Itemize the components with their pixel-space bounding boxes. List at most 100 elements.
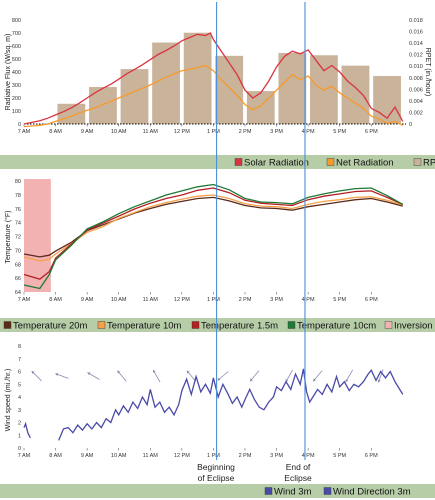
y-tick-label: 800 bbox=[12, 18, 21, 24]
legend-swatch bbox=[191, 321, 200, 329]
x-tick-label: 11 AM bbox=[143, 297, 159, 303]
eclipse-begin-label-line2: of Eclipse bbox=[198, 473, 235, 483]
legend-item: Temperature 20m bbox=[3, 321, 88, 332]
arrow-head bbox=[345, 379, 349, 383]
x-tick-label: 1 PM bbox=[207, 453, 220, 459]
wind-direction-arrow bbox=[345, 369, 354, 383]
rpet-bars bbox=[57, 32, 401, 125]
legend-label: Temperature 20m bbox=[13, 321, 88, 332]
wind-direction-arrow bbox=[31, 370, 42, 382]
y-tick-label: 3 bbox=[18, 408, 21, 414]
legend-item: Temperature 10m bbox=[97, 321, 182, 332]
wind-direction-arrow bbox=[249, 370, 260, 382]
rpet-bar bbox=[120, 69, 149, 124]
arrow-head bbox=[55, 373, 59, 376]
legend-swatch bbox=[97, 321, 106, 329]
y-tick-label: 0.014 bbox=[409, 41, 423, 47]
y-tick-label: 72 bbox=[15, 235, 21, 241]
temperature-x-ticks: 7 AM 8 AM 9 AM 10 AM 11 AM 12 PM 1 PM 2 PM 3 PM 4… bbox=[18, 292, 378, 303]
x-tick-label: 2 PM bbox=[239, 129, 252, 135]
legend-label: Net Radiation bbox=[336, 158, 394, 169]
wind-y-axis-label: Wind speed (mi./hr.) bbox=[5, 369, 12, 432]
arrow-head bbox=[217, 377, 221, 381]
x-tick-label: 7 AM bbox=[18, 453, 31, 459]
legend-swatch bbox=[3, 321, 12, 329]
series-line-temperature-10m bbox=[23, 194, 403, 262]
x-tick-label: 4 PM bbox=[302, 129, 315, 135]
y-tick-label: 400 bbox=[12, 70, 21, 76]
y-tick-label: 0.018 bbox=[409, 18, 423, 24]
legend-item: Temperature 1.5m bbox=[191, 321, 278, 332]
y-tick-label: 0.016 bbox=[409, 30, 423, 36]
series-line-temperature-20m bbox=[23, 196, 403, 258]
y-tick-label: 0 bbox=[18, 122, 21, 128]
radiation-legend: Solar Radiation Net Radiation RPET bbox=[0, 155, 435, 169]
x-tick-label: 7 AM bbox=[18, 129, 31, 135]
wind-series-lines bbox=[23, 368, 404, 441]
x-tick-label: 8 AM bbox=[49, 297, 62, 303]
radiation-series-lines bbox=[23, 32, 404, 128]
x-tick-label: 5 PM bbox=[333, 297, 346, 303]
y-tick-label: 200 bbox=[12, 96, 21, 102]
wind-direction-arrow bbox=[377, 369, 384, 383]
legend-label: Wind 3m bbox=[274, 487, 312, 498]
x-tick-label: 5 PM bbox=[333, 453, 346, 459]
y-tick-label: 64 bbox=[15, 290, 21, 296]
y-tick-label: 7 bbox=[18, 357, 21, 363]
x-tick-label: 9 AM bbox=[81, 129, 94, 135]
rpet-y-ticks: 0 0.002 0.004 0.006 0.008 0.010 0.012 0.014 0.01… bbox=[409, 18, 423, 128]
x-tick-label: 9 AM bbox=[81, 297, 94, 303]
eclipse-markers: Beginning of Eclipse End of Eclipse bbox=[197, 2, 312, 483]
y-tick-label: 700 bbox=[12, 31, 21, 37]
y-tick-label: 0.004 bbox=[409, 99, 423, 105]
arrow-head bbox=[31, 371, 35, 374]
y-tick-label: 500 bbox=[12, 57, 21, 63]
wind-direction-arrow bbox=[312, 370, 323, 382]
rpet-bar bbox=[278, 52, 307, 124]
rpet-y-axis-label: RPET (in./hour) bbox=[424, 48, 431, 97]
wind-direction-arrow bbox=[285, 369, 294, 383]
arrow-head bbox=[377, 379, 381, 383]
y-tick-label: 68 bbox=[15, 262, 21, 268]
x-tick-label: 1 PM bbox=[207, 129, 220, 135]
y-tick-label: 0 bbox=[409, 122, 412, 128]
legend-item: Net Radiation bbox=[326, 158, 394, 169]
temperature-legend: Temperature 20m Temperature 10m Temperatur… bbox=[0, 318, 435, 332]
eclipse-begin-label-line1: Beginning bbox=[197, 462, 235, 472]
y-tick-label: 4 bbox=[18, 395, 21, 401]
radiation-x-ticks: 7 AM 8 AM 9 AM 10 AM 11 AM 12 PM 1 PM 2 PM 3 PM 4… bbox=[18, 124, 378, 135]
series-line-wind-3m bbox=[58, 368, 404, 441]
y-tick-label: 0.012 bbox=[409, 53, 423, 59]
y-tick-label: 0.006 bbox=[409, 87, 423, 93]
x-tick-label: 6 PM bbox=[365, 297, 378, 303]
legend-swatch bbox=[234, 158, 243, 166]
legend-label: Wind Direction 3m bbox=[333, 487, 411, 498]
x-tick-label: 10 AM bbox=[111, 453, 127, 459]
y-tick-label: 100 bbox=[12, 109, 21, 115]
radiation-y-ticks: 0 100 200 300 400 500 600 700 800 bbox=[12, 18, 21, 128]
y-tick-label: 600 bbox=[12, 44, 21, 50]
y-tick-label: 78 bbox=[15, 193, 21, 199]
x-tick-label: 6 PM bbox=[365, 129, 378, 135]
rpet-bar bbox=[373, 76, 401, 124]
temperature-y-axis-label: Temperature (°F) bbox=[4, 211, 12, 264]
legend-swatch bbox=[413, 158, 422, 166]
legend-item: Wind 3m bbox=[264, 487, 312, 498]
temperature-y-ticks: 64 66 68 70 72 74 76 78 80 bbox=[15, 179, 21, 296]
series-line-temperature-10cm bbox=[23, 183, 404, 290]
y-tick-label: 300 bbox=[12, 83, 21, 89]
x-tick-label: 4 PM bbox=[302, 297, 315, 303]
y-tick-label: 8 bbox=[18, 344, 21, 350]
eclipse-end-label-line2: Eclipse bbox=[284, 473, 312, 483]
y-tick-label: 1 bbox=[18, 433, 21, 439]
wind-legend: Wind 3m Wind Direction 3m bbox=[0, 484, 435, 498]
wind-direction-arrow bbox=[117, 370, 127, 382]
eclipse-end-label-line1: End of bbox=[286, 462, 311, 472]
x-tick-label: 12 PM bbox=[174, 453, 190, 459]
legend-swatch bbox=[326, 158, 335, 166]
x-tick-label: 8 AM bbox=[49, 129, 62, 135]
temperature-series-lines bbox=[23, 183, 404, 290]
legend-item: Inversion bbox=[384, 321, 433, 332]
legend-item: RPET bbox=[413, 158, 435, 169]
